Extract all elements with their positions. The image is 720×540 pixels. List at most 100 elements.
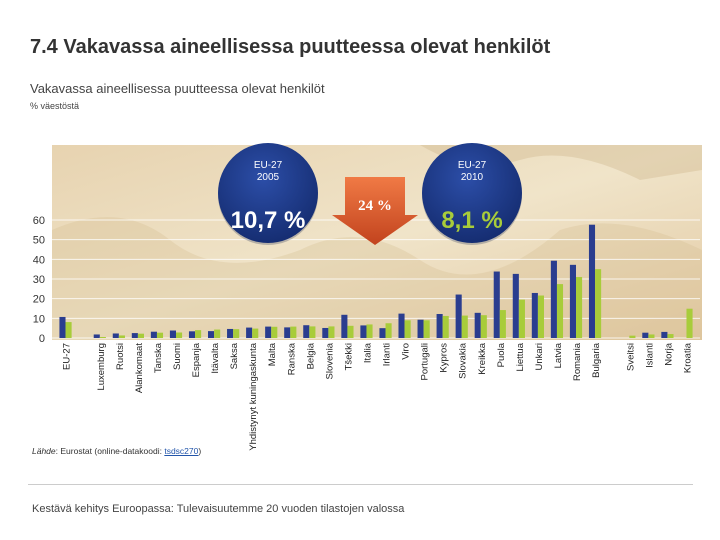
footer: Kestävä kehitys Euroopassa: Tulevaisuute… (32, 503, 405, 515)
x-tick-label: Kroatia (682, 342, 693, 373)
circle-2010 (422, 143, 522, 243)
bar-2010 (442, 315, 449, 338)
bar-2005 (246, 327, 253, 338)
x-tick-label: Puola (496, 342, 507, 367)
bar-2010 (576, 277, 583, 338)
bar-2005 (550, 260, 557, 338)
bar-2005 (474, 312, 481, 338)
bar-2010 (667, 334, 674, 338)
x-tick-label: Viro (401, 343, 412, 360)
bar-2005 (112, 333, 119, 338)
x-tick-label: Portugali (420, 343, 431, 381)
source-label: Lähde (32, 446, 56, 456)
bar-2010 (499, 310, 506, 338)
bar-2010 (518, 299, 525, 338)
bar-2005 (208, 331, 215, 338)
y-tick-label: 20 (33, 294, 45, 306)
circle-2010-label: 2010 (461, 172, 484, 183)
reduction-value: 24 % (358, 198, 392, 214)
x-tick-label: Ruotsi (115, 343, 126, 370)
source-code-link[interactable]: tsdsc270 (164, 446, 199, 456)
bar-2005 (284, 327, 291, 338)
bar-2005 (227, 328, 234, 338)
y-tick-label: 10 (33, 313, 45, 325)
y-tick-label: 30 (33, 274, 45, 286)
bar-2010 (137, 333, 144, 338)
bar-2005 (436, 314, 443, 338)
bar-2005 (303, 325, 310, 338)
x-tick-label: EU-27 (62, 343, 73, 370)
source-text: : Eurostat (online-datakoodi: (55, 446, 165, 456)
bar-2005 (169, 330, 176, 338)
bar-2010 (271, 326, 278, 338)
bar-2005 (398, 313, 405, 338)
x-tick-label: Liettua (515, 342, 526, 371)
bar-2010 (195, 330, 202, 338)
bar-2005 (588, 224, 596, 338)
bar-2010 (290, 326, 297, 338)
page-title: 7.4 Vakavassa aineellisessa puutteessa o… (30, 36, 551, 58)
chart-title: Vakavassa aineellisessa puutteessa oleva… (30, 81, 325, 96)
x-tick-label: Sveitsi (625, 343, 636, 371)
bar-2005 (417, 319, 424, 338)
bar-2005 (188, 331, 196, 338)
bar-2010 (404, 320, 411, 338)
bar-2010 (366, 324, 373, 338)
y-tick-label: 0 (39, 333, 45, 345)
x-tick-label: Belgia (305, 342, 316, 369)
circle-2010-label: EU-27 (458, 160, 487, 171)
bar-2010 (99, 337, 106, 338)
x-tick-label: Norja (663, 342, 674, 365)
bar-2010 (385, 323, 392, 338)
value-2005: 10,7 % (231, 207, 306, 234)
y-axis-label: % väestöstä (30, 101, 80, 111)
x-tick-label: Islanti (644, 343, 655, 368)
x-tick-label: Malta (267, 342, 278, 366)
bar-2010 (347, 325, 354, 338)
x-tick-label: Romania (572, 342, 583, 381)
bar-2005 (93, 334, 100, 338)
bar-2005 (150, 331, 157, 338)
bar-2010 (65, 322, 72, 338)
x-tick-label: Yhdistynyt kuningaskunta (248, 342, 259, 450)
x-tick-label: Latvia (553, 342, 564, 368)
bar-2010 (118, 335, 125, 338)
bar-2010 (309, 326, 316, 338)
bar-2010 (480, 315, 487, 338)
source-note: Lähde: Eurostat (online-datakoodi: tsdsc… (32, 446, 201, 456)
divider (28, 484, 693, 485)
bar-2010 (648, 334, 655, 338)
bar-2010 (252, 328, 259, 338)
bar-2010 (214, 329, 221, 338)
x-tick-label: Suomi (172, 343, 183, 370)
circle-2005-label: 2005 (257, 172, 280, 183)
bar-2005 (455, 294, 462, 338)
bar-2005 (59, 316, 66, 338)
bar-2010 (328, 326, 335, 338)
bar-2010 (156, 332, 164, 338)
x-tick-label: Bulgaria (591, 342, 602, 378)
bar-2005 (642, 332, 649, 338)
bar-2005 (569, 264, 576, 338)
y-tick-label: 50 (33, 235, 45, 247)
x-tick-label: Italia (362, 342, 373, 363)
y-tick-label: 40 (33, 254, 45, 266)
y-tick-label: 60 (33, 215, 45, 227)
x-tick-label: Itävalta (210, 342, 221, 373)
bar-2005 (379, 328, 386, 338)
bar-2010 (686, 308, 693, 338)
x-tick-label: Kypros (439, 343, 450, 373)
bar-2010 (233, 329, 240, 338)
x-tick-label: Espanja (191, 342, 202, 377)
value-2010: 8,1 % (441, 207, 502, 234)
bar-2010 (423, 320, 430, 338)
x-tick-label: Tšekki (343, 343, 354, 370)
x-tick-label: Slovakia (458, 342, 469, 379)
circle-2005-label: EU-27 (254, 160, 283, 171)
bar-2010 (556, 284, 564, 338)
source-close: ) (198, 446, 202, 456)
bar-2010 (595, 269, 602, 338)
bar-2010 (176, 332, 183, 338)
x-tick-label: Unkari (534, 343, 545, 370)
